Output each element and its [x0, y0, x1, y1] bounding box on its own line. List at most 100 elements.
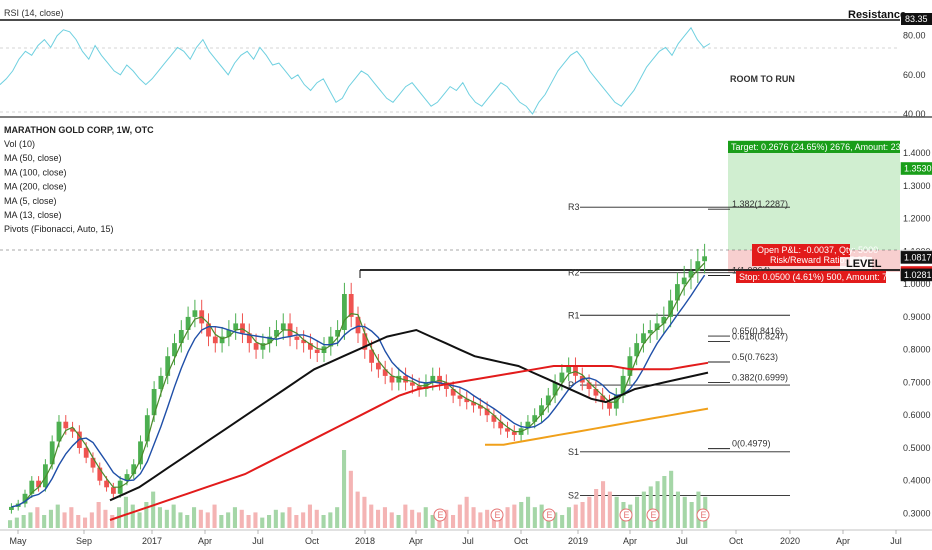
- volume-bar: [69, 507, 74, 528]
- volume-bar: [35, 507, 40, 528]
- fib-label: 0.618(0.8247): [732, 332, 788, 342]
- fib-label: 0(0.4979): [732, 439, 771, 449]
- volume-bar: [696, 491, 701, 528]
- volume-bar: [48, 509, 53, 528]
- symbol-title: MARATHON GOLD CORP, 1W, OTC: [4, 125, 154, 135]
- volume-bar: [219, 515, 224, 528]
- volume-bar: [532, 507, 537, 528]
- candle-body: [22, 493, 28, 504]
- x-tick-label: Apr: [623, 536, 637, 546]
- price-badge: [900, 268, 932, 282]
- volume-bar: [110, 515, 115, 528]
- price-tick-label: 0.5000: [903, 443, 931, 453]
- pivot-label: R1: [568, 310, 580, 320]
- candle-body: [457, 395, 463, 399]
- volume-bar: [451, 515, 456, 528]
- candle-body: [274, 330, 279, 337]
- candle-body: [620, 375, 626, 396]
- candle-body: [430, 375, 436, 383]
- volume-bar: [328, 512, 333, 528]
- fib-label: 0.65(0.8416): [732, 326, 783, 336]
- earnings-marker: [646, 508, 660, 522]
- candle-body: [471, 402, 476, 406]
- indicator-legend-item: MA (5, close): [4, 196, 57, 206]
- candle-body: [552, 382, 558, 396]
- earnings-marker-glyph: E: [438, 510, 444, 520]
- ma-13-line: [11, 274, 706, 508]
- volume-bar: [342, 450, 347, 528]
- price-tick-label: 1.0000: [903, 279, 931, 289]
- volume-bar: [157, 507, 162, 528]
- volume-bar: [457, 504, 462, 528]
- volume-bar: [185, 515, 190, 528]
- candle-body: [478, 405, 483, 409]
- earnings-marker: [619, 508, 633, 522]
- candle-body: [138, 441, 143, 465]
- indicator-legend-item: Vol (10): [4, 139, 35, 149]
- earnings-marker-glyph: E: [495, 510, 501, 520]
- volume-bar: [403, 504, 408, 528]
- pnl-label-box: [752, 244, 850, 266]
- volume-bar: [430, 515, 435, 528]
- volume-bar: [83, 517, 88, 528]
- volume-bar: [226, 512, 231, 528]
- volume-bar: [246, 515, 251, 528]
- volume-bar: [314, 509, 319, 528]
- volume-bar: [321, 515, 326, 528]
- pivot-label: P: [568, 380, 574, 390]
- volume-bar: [682, 496, 687, 528]
- volume-bar: [553, 512, 558, 528]
- candle-body: [260, 343, 266, 350]
- candle-body: [342, 294, 347, 330]
- candle-body: [165, 356, 171, 376]
- volume-bar: [485, 509, 490, 528]
- candle-body: [559, 372, 565, 383]
- volume-bar: [192, 507, 197, 528]
- candle-body: [219, 336, 225, 344]
- candle-body: [56, 421, 62, 442]
- volume-bar: [669, 470, 674, 528]
- pivot-label: S2: [568, 490, 579, 500]
- indicator-legend-item: MA (50, close): [4, 153, 62, 163]
- candle-body: [246, 333, 252, 344]
- pivot-label: S1: [568, 447, 579, 457]
- volume-bar: [526, 496, 531, 528]
- indicator-legend-item: MA (13, close): [4, 210, 62, 220]
- rsi-tick-label: 60.00: [903, 70, 926, 80]
- candle-body: [83, 447, 89, 458]
- candle-body: [437, 375, 442, 383]
- earnings-marker-glyph: E: [651, 510, 657, 520]
- earnings-marker: [433, 508, 447, 522]
- candle-body: [355, 316, 361, 334]
- volume-bar: [273, 509, 278, 528]
- price-badge-value: 1.0817: [904, 252, 932, 262]
- x-tick-label: 2018: [355, 536, 375, 546]
- candle-body: [410, 382, 415, 386]
- x-tick-label: Oct: [514, 536, 529, 546]
- rsi-title: RSI (14, close): [4, 8, 64, 18]
- candle-body: [627, 356, 633, 376]
- pnl-label: Open P&L: -0.0037, Qty: 5000: [757, 245, 878, 255]
- volume-bar: [307, 504, 312, 528]
- fib-label: 1.382(1.2287): [732, 199, 788, 209]
- candle-body: [124, 474, 130, 481]
- volume-bar: [253, 512, 258, 528]
- room-to-run-label: ROOM TO RUN: [730, 74, 795, 84]
- candle-body: [131, 464, 137, 475]
- candle-body: [111, 487, 116, 494]
- rsi-line: [0, 26, 711, 115]
- volume-bar: [675, 491, 680, 528]
- price-tick-label: 0.3000: [903, 508, 931, 518]
- candle-body: [226, 330, 232, 337]
- x-tick-label: Oct: [729, 536, 744, 546]
- volume-bar: [21, 515, 26, 528]
- pivot-label: R2: [568, 268, 580, 278]
- candle-body: [314, 349, 320, 353]
- x-tick-label: Sep: [76, 536, 92, 546]
- level-label-bg: [840, 257, 872, 269]
- candle-body: [70, 428, 75, 432]
- x-tick-label: Jul: [462, 536, 474, 546]
- candle-body: [178, 330, 184, 344]
- volume-bar: [607, 491, 612, 528]
